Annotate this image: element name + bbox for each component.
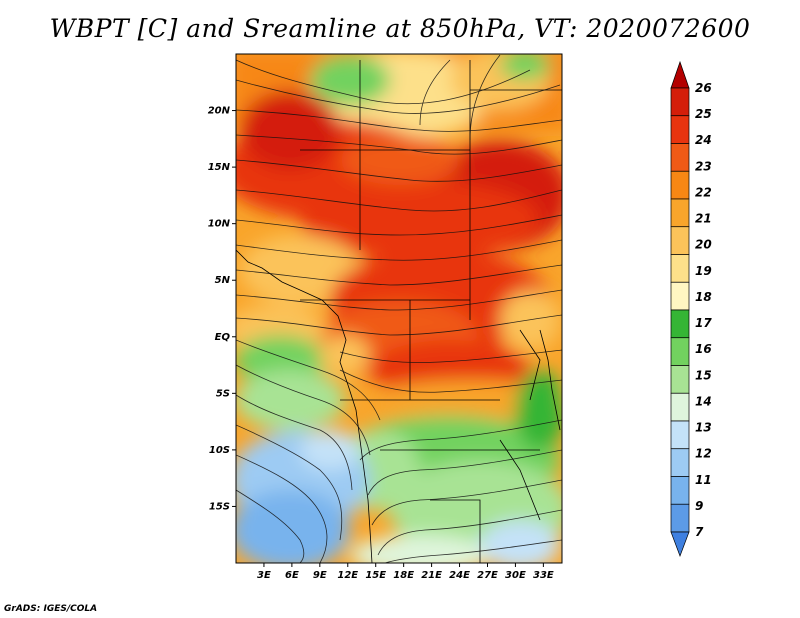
colorbar-segment (670, 226, 690, 255)
colorbar-segment (670, 309, 690, 339)
colorbar-segment (670, 281, 690, 311)
colorbar-label: 17 (695, 316, 712, 330)
latitude-axis: 20N 15N 10N 5N EQ 5S 10S 15S (208, 106, 236, 512)
colorbar-segment (670, 420, 690, 450)
lat-tick-label: 20N (208, 106, 231, 117)
lon-tick-label: 15E (365, 570, 386, 581)
colorbar-label: 23 (695, 159, 712, 173)
colorbar-label: 13 (695, 421, 712, 435)
colorbar-segment (670, 170, 690, 200)
lat-tick-label: 5S (216, 388, 230, 399)
lon-tick-label: 33E (533, 570, 554, 581)
colorbar-label: 7 (695, 525, 704, 539)
colorbar-segment (670, 87, 690, 117)
lat-tick-label: 15N (208, 162, 231, 173)
lat-tick-label: 10N (208, 219, 231, 230)
lat-tick-label: EQ (215, 332, 231, 343)
lat-tick-label: 15S (209, 501, 230, 512)
colorbar-label: 16 (695, 342, 712, 356)
colorbar-segment (670, 198, 690, 228)
colorbar: 26 25 24 23 22 21 20 19 18 17 16 15 14 13 12 11 9 7 (670, 60, 712, 557)
colorbar-segment (670, 531, 690, 557)
colorbar-segment (670, 365, 690, 394)
lon-tick-label: 30E (505, 570, 526, 581)
streamlines (236, 54, 562, 563)
colorbar-segment (670, 115, 690, 144)
colorbar-label: 15 (695, 368, 712, 382)
colorbar-label: 14 (695, 394, 712, 408)
map-area (236, 54, 562, 563)
colorbar-label: 11 (695, 473, 712, 487)
longitude-axis: 3E 6E 9E 12E 15E 18E 21E 24E 27E 30E 33E (257, 563, 554, 581)
colorbar-label: 22 (695, 185, 712, 199)
coastline-and-borders (236, 60, 562, 563)
lon-tick-label: 3E (257, 570, 271, 581)
colorbar-segment (670, 337, 690, 366)
lon-tick-label: 24E (449, 570, 470, 581)
colorbar-segment (670, 392, 690, 422)
colorbar-label: 21 (695, 212, 712, 226)
colorbar-label: 24 (695, 133, 712, 147)
colorbar-segment (670, 254, 690, 283)
lon-tick-label: 6E (285, 570, 299, 581)
colorbar-label: 26 (695, 81, 712, 95)
lon-tick-label: 27E (477, 570, 498, 581)
temperature-shading (236, 54, 562, 563)
colorbar-segment (670, 476, 690, 505)
lat-tick-label: 10S (209, 445, 230, 456)
colorbar-label: 25 (695, 107, 712, 121)
colorbar-segment (670, 448, 690, 477)
lon-tick-label: 9E (313, 570, 327, 581)
chart-title: WBPT [C] and Sreamline at 850hPa, VT: 20… (49, 14, 751, 43)
colorbar-segment (670, 503, 690, 533)
footer-credit: GrADS: IGES/COLA (4, 604, 98, 614)
colorbar-segment (670, 143, 690, 172)
map-frame (235, 53, 563, 564)
colorbar-label: 12 (695, 447, 712, 461)
colorbar-label: 9 (695, 499, 703, 513)
colorbar-label: 20 (695, 238, 712, 252)
colorbar-label: 18 (695, 290, 712, 304)
lon-tick-label: 18E (393, 570, 414, 581)
lon-tick-label: 12E (337, 570, 358, 581)
lon-tick-label: 21E (421, 570, 442, 581)
lat-tick-label: 5N (215, 275, 231, 286)
colorbar-segment (670, 60, 690, 89)
colorbar-label: 19 (695, 264, 712, 278)
